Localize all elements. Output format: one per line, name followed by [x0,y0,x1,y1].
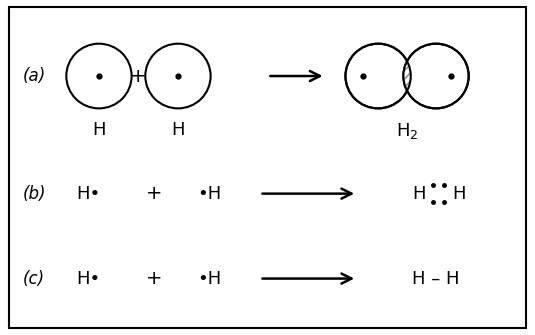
Ellipse shape [403,44,469,109]
Text: H$_2$: H$_2$ [396,122,418,141]
Text: •H: •H [197,270,221,287]
Text: +: + [130,67,147,85]
Text: H: H [92,122,106,139]
Ellipse shape [66,44,132,109]
Text: H•: H• [77,270,101,287]
Text: +: + [146,269,163,288]
Text: H – H: H – H [412,270,460,287]
Ellipse shape [146,44,211,109]
Text: (c): (c) [22,270,45,287]
Text: •H: •H [197,185,221,203]
Polygon shape [403,61,411,91]
Text: (b): (b) [22,185,46,203]
Text: H: H [412,185,425,203]
Text: (a): (a) [22,67,46,85]
Text: +: + [146,184,163,203]
Text: H: H [452,185,465,203]
Text: H•: H• [77,185,101,203]
Text: H: H [171,122,185,139]
Ellipse shape [346,44,411,109]
